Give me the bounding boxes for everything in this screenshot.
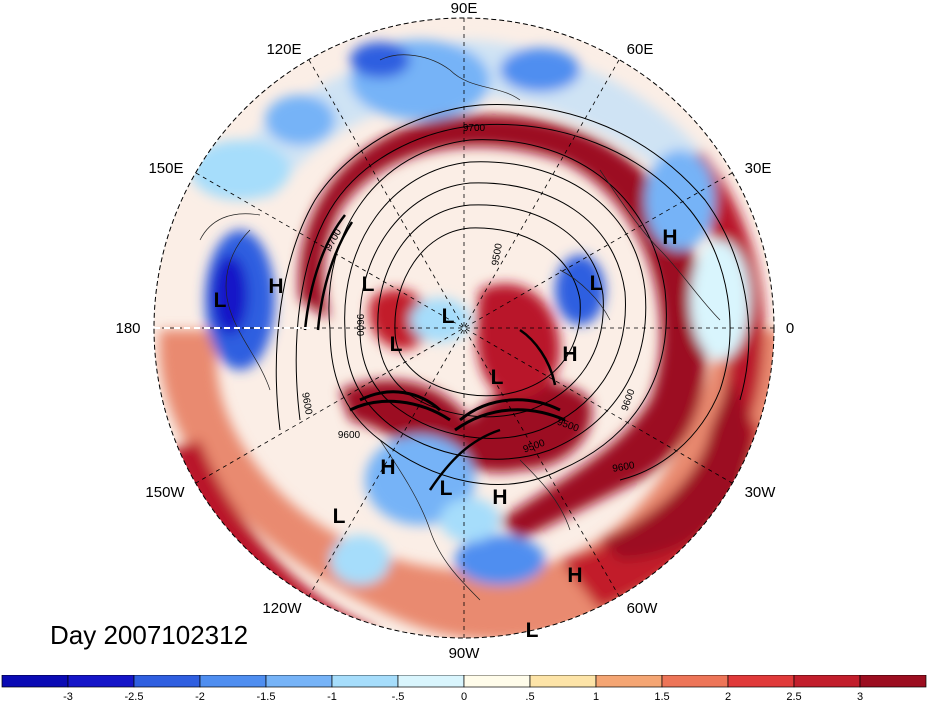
colorbar-tick-label: -3	[63, 691, 73, 702]
colorbar-tick-label: 0	[461, 691, 467, 702]
pressure-system-low: L	[442, 305, 455, 328]
longitude-labels: 90E 60E 30E 0 30W 60W 90W 120W 150W 180 150E 120E	[115, 0, 794, 662]
pressure-system-low: L	[362, 273, 375, 296]
pressure-system-labels: H L H L L L L L H L H H L H L	[214, 226, 678, 642]
longitude-label: 60E	[627, 41, 654, 58]
globe-boundary	[153, 17, 775, 639]
longitude-label: 90W	[449, 645, 481, 662]
pressure-system-high: H	[662, 226, 677, 249]
colorbar-tick-label: 2.5	[786, 691, 801, 702]
colorbar-swatch	[661, 675, 729, 688]
colorbar-swatch	[199, 675, 267, 688]
longitude-label: 150E	[148, 160, 183, 177]
contour-label: 9600	[354, 314, 365, 337]
pressure-system-high: H	[492, 486, 507, 509]
longitude-label: 150W	[145, 484, 185, 501]
longitude-label: 120W	[262, 600, 302, 617]
pressure-system-low: L	[440, 477, 453, 500]
colorbar-swatch	[793, 675, 861, 688]
coastlines	[199, 54, 721, 601]
colorbar-tick-label: 1	[593, 691, 599, 702]
pressure-system-high: H	[567, 564, 582, 587]
colorbar-swatch	[529, 675, 597, 688]
colorbar-tick-label: -.5	[392, 691, 405, 702]
colorbar-swatch	[397, 675, 465, 688]
day-title: Day 2007102312	[50, 620, 249, 650]
colorbar-tick-label: 1.5	[654, 691, 669, 702]
longitude-label: 180	[115, 320, 140, 337]
longitude-label: 30W	[745, 484, 777, 501]
colorbar-tick-label: -2.5	[125, 691, 144, 702]
contour-label: 9500	[490, 242, 505, 266]
pressure-system-high: H	[380, 456, 395, 479]
colorbar-tick-label: -1	[327, 691, 337, 702]
colorbar-swatch	[265, 675, 333, 688]
pressure-system-low: L	[526, 619, 539, 642]
contour-label: 9600	[338, 430, 361, 441]
colorbar-swatch	[595, 675, 663, 688]
colorbar-swatch	[727, 675, 795, 688]
colorbar-tick-label: -2	[195, 691, 205, 702]
colorbar-tick-label: 3	[857, 691, 863, 702]
colorbar-tick-label: .5	[525, 691, 534, 702]
pressure-system-low: L	[333, 505, 346, 528]
longitude-label: 90E	[451, 0, 478, 17]
graticule	[154, 18, 774, 638]
colorbar-swatch	[331, 675, 399, 688]
longitude-label: 120E	[266, 41, 301, 58]
pressure-system-high: H	[562, 343, 577, 366]
colorbar-tick-label: 2	[725, 691, 731, 702]
contour-label: 9700	[463, 123, 486, 134]
colorbar: -3 -2.5 -2 -1.5 -1 -.5 0 .5 1 1.5 2 2.5 3	[1, 675, 927, 702]
pressure-system-low: L	[390, 333, 403, 356]
anomaly-field	[154, 18, 774, 638]
colorbar-swatch	[1, 675, 69, 688]
pressure-system-low: L	[491, 366, 504, 389]
longitude-label: 30E	[745, 160, 772, 177]
pressure-system-low: L	[214, 289, 227, 312]
longitude-label: 60W	[627, 600, 659, 617]
longitude-label: 0	[786, 320, 794, 337]
contour-label: 9600	[612, 460, 636, 475]
polar-map: 90E 60E 30E 0 30W 60W 90W 120W 150W 180 150E 120E H…	[115, 0, 794, 662]
pressure-system-high: H	[268, 275, 283, 298]
pressure-system-low: L	[590, 272, 603, 295]
colorbar-swatch	[859, 675, 927, 688]
colorbar-tick-label: -1.5	[257, 691, 276, 702]
colorbar-swatch	[67, 675, 135, 688]
colorbar-swatch	[463, 675, 531, 688]
colorbar-swatch	[133, 675, 201, 688]
contour-label: 9600	[299, 392, 314, 416]
